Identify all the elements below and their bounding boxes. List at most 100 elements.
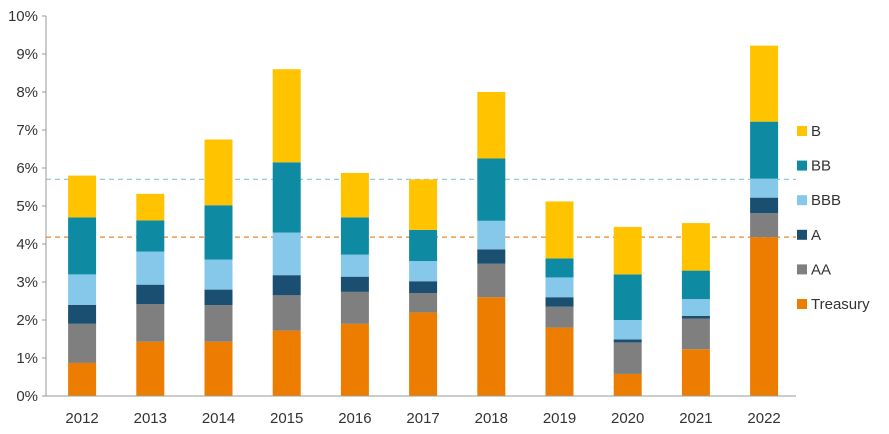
y-tick-label: 9% bbox=[16, 46, 38, 63]
bar-stack-2017 bbox=[409, 179, 438, 396]
legend-item-bbb: BBB bbox=[797, 192, 841, 209]
bar-bbb-2020 bbox=[613, 320, 642, 340]
x-tick-label: 2014 bbox=[202, 410, 235, 427]
bar-aa-2014 bbox=[204, 305, 233, 342]
bar-bb-2019 bbox=[545, 258, 574, 278]
bar-treasury-2017 bbox=[409, 312, 438, 396]
bar-b-2021 bbox=[681, 223, 710, 271]
bar-aa-2012 bbox=[68, 323, 97, 363]
bar-aa-2018 bbox=[477, 263, 506, 298]
legend-swatch bbox=[797, 160, 807, 171]
legend-label: BBB bbox=[811, 192, 841, 209]
bar-treasury-2014 bbox=[204, 341, 233, 396]
legend-item-b: B bbox=[797, 123, 821, 140]
bar-b-2018 bbox=[477, 92, 506, 159]
bar-stack-2016 bbox=[340, 172, 369, 396]
bar-b-2022 bbox=[750, 45, 779, 122]
bar-bb-2020 bbox=[613, 274, 642, 320]
reference-lines bbox=[46, 178, 796, 238]
x-tick-label: 2022 bbox=[747, 410, 780, 427]
legend-swatch bbox=[797, 229, 807, 240]
bar-treasury-2020 bbox=[613, 373, 642, 396]
bar-bbb-2019 bbox=[545, 277, 574, 298]
bar-stack-2013 bbox=[136, 193, 165, 396]
bar-bb-2012 bbox=[68, 217, 97, 275]
bar-stack-2012 bbox=[68, 175, 97, 396]
bar-b-2019 bbox=[545, 201, 574, 259]
y-tick-label: 4% bbox=[16, 236, 38, 253]
bar-stack-2015 bbox=[272, 69, 301, 396]
legend-item-treasury: Treasury bbox=[797, 296, 870, 313]
bar-treasury-2012 bbox=[68, 362, 97, 396]
legend-swatch bbox=[797, 299, 807, 309]
bars-group bbox=[68, 45, 779, 396]
bar-treasury-2013 bbox=[136, 341, 165, 396]
bar-bbb-2015 bbox=[272, 232, 301, 276]
legend-label: A bbox=[811, 227, 821, 244]
legend-item-a: A bbox=[797, 227, 821, 244]
x-tick-label: 2015 bbox=[270, 410, 303, 427]
bar-aa-2015 bbox=[272, 295, 301, 331]
bar-b-2020 bbox=[613, 226, 642, 275]
bar-bb-2015 bbox=[272, 162, 301, 233]
x-tick-label: 2017 bbox=[406, 410, 439, 427]
bar-stack-2018 bbox=[477, 92, 506, 396]
bar-treasury-2019 bbox=[545, 327, 574, 396]
bar-aa-2020 bbox=[613, 342, 642, 374]
x-tick-label: 2018 bbox=[475, 410, 508, 427]
y-tick-label: 2% bbox=[16, 312, 38, 329]
x-tick-label: 2012 bbox=[65, 410, 98, 427]
x-tick-label: 2013 bbox=[134, 410, 167, 427]
bar-stack-2019 bbox=[545, 201, 574, 396]
bar-b-2017 bbox=[409, 179, 438, 230]
bar-b-2013 bbox=[136, 193, 165, 221]
bar-aa-2019 bbox=[545, 306, 574, 328]
y-axis: 0% 1% 2% 3% 4% 5% 6% 7% 8% 9% 10% bbox=[8, 8, 47, 405]
x-tick-label: 2019 bbox=[543, 410, 576, 427]
bar-aa-2021 bbox=[681, 318, 710, 350]
bar-stack-2022 bbox=[750, 45, 779, 396]
bar-b-2014 bbox=[204, 139, 233, 206]
bar-aa-2022 bbox=[750, 213, 779, 238]
bar-bbb-2012 bbox=[68, 274, 97, 305]
bar-a-2017 bbox=[409, 281, 438, 294]
bar-a-2013 bbox=[136, 284, 165, 305]
bar-bb-2013 bbox=[136, 220, 165, 252]
legend-item-bb: BB bbox=[797, 158, 831, 175]
bar-treasury-2021 bbox=[681, 349, 710, 396]
bar-bb-2021 bbox=[681, 270, 710, 300]
bar-bb-2014 bbox=[204, 205, 233, 260]
x-tick-label: 2016 bbox=[338, 410, 371, 427]
bar-bbb-2016 bbox=[340, 254, 369, 277]
bar-bbb-2013 bbox=[136, 251, 165, 285]
bar-b-2012 bbox=[68, 175, 97, 218]
bar-bb-2018 bbox=[477, 158, 506, 221]
y-tick-label: 10% bbox=[8, 8, 38, 25]
bar-bbb-2022 bbox=[750, 178, 779, 198]
legend-item-aa: AA bbox=[797, 261, 831, 278]
legend-swatch bbox=[797, 195, 807, 206]
y-tick-label: 5% bbox=[16, 198, 38, 215]
legend-label: AA bbox=[811, 261, 831, 278]
y-tick-label: 8% bbox=[16, 84, 38, 101]
bar-stack-2021 bbox=[681, 223, 710, 396]
bar-treasury-2015 bbox=[272, 330, 301, 396]
bar-treasury-2018 bbox=[477, 297, 506, 396]
bar-treasury-2016 bbox=[340, 323, 369, 396]
y-tick-label: 3% bbox=[16, 274, 38, 291]
bar-stack-2020 bbox=[613, 226, 642, 396]
bar-a-2014 bbox=[204, 289, 233, 306]
bar-a-2022 bbox=[750, 197, 779, 214]
x-tick-label: 2020 bbox=[611, 410, 644, 427]
bar-bb-2016 bbox=[340, 217, 369, 255]
bar-a-2016 bbox=[340, 276, 369, 292]
bar-a-2020 bbox=[613, 339, 642, 343]
y-tick-label: 0% bbox=[16, 388, 38, 405]
x-tick-label: 2021 bbox=[679, 410, 712, 427]
bar-aa-2017 bbox=[409, 293, 438, 313]
bar-bbb-2018 bbox=[477, 220, 506, 250]
bar-aa-2016 bbox=[340, 291, 369, 324]
bar-a-2021 bbox=[681, 315, 710, 319]
